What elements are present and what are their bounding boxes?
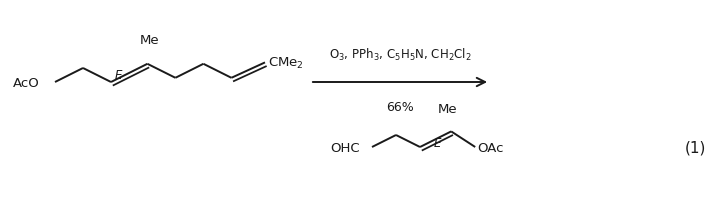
Text: OAc: OAc <box>477 141 504 154</box>
Text: Me: Me <box>438 103 457 116</box>
Text: $E$: $E$ <box>115 69 124 82</box>
Text: AcO: AcO <box>13 76 40 89</box>
Text: OHC: OHC <box>330 141 360 154</box>
Text: $E$: $E$ <box>433 136 443 149</box>
Text: Me: Me <box>139 34 160 47</box>
Text: O$_3$, PPh$_3$, C$_5$H$_5$N, CH$_2$Cl$_2$: O$_3$, PPh$_3$, C$_5$H$_5$N, CH$_2$Cl$_2… <box>329 47 471 63</box>
Text: (1): (1) <box>684 140 705 155</box>
Text: CMe$_2$: CMe$_2$ <box>268 56 304 71</box>
Text: 66%: 66% <box>386 101 414 114</box>
